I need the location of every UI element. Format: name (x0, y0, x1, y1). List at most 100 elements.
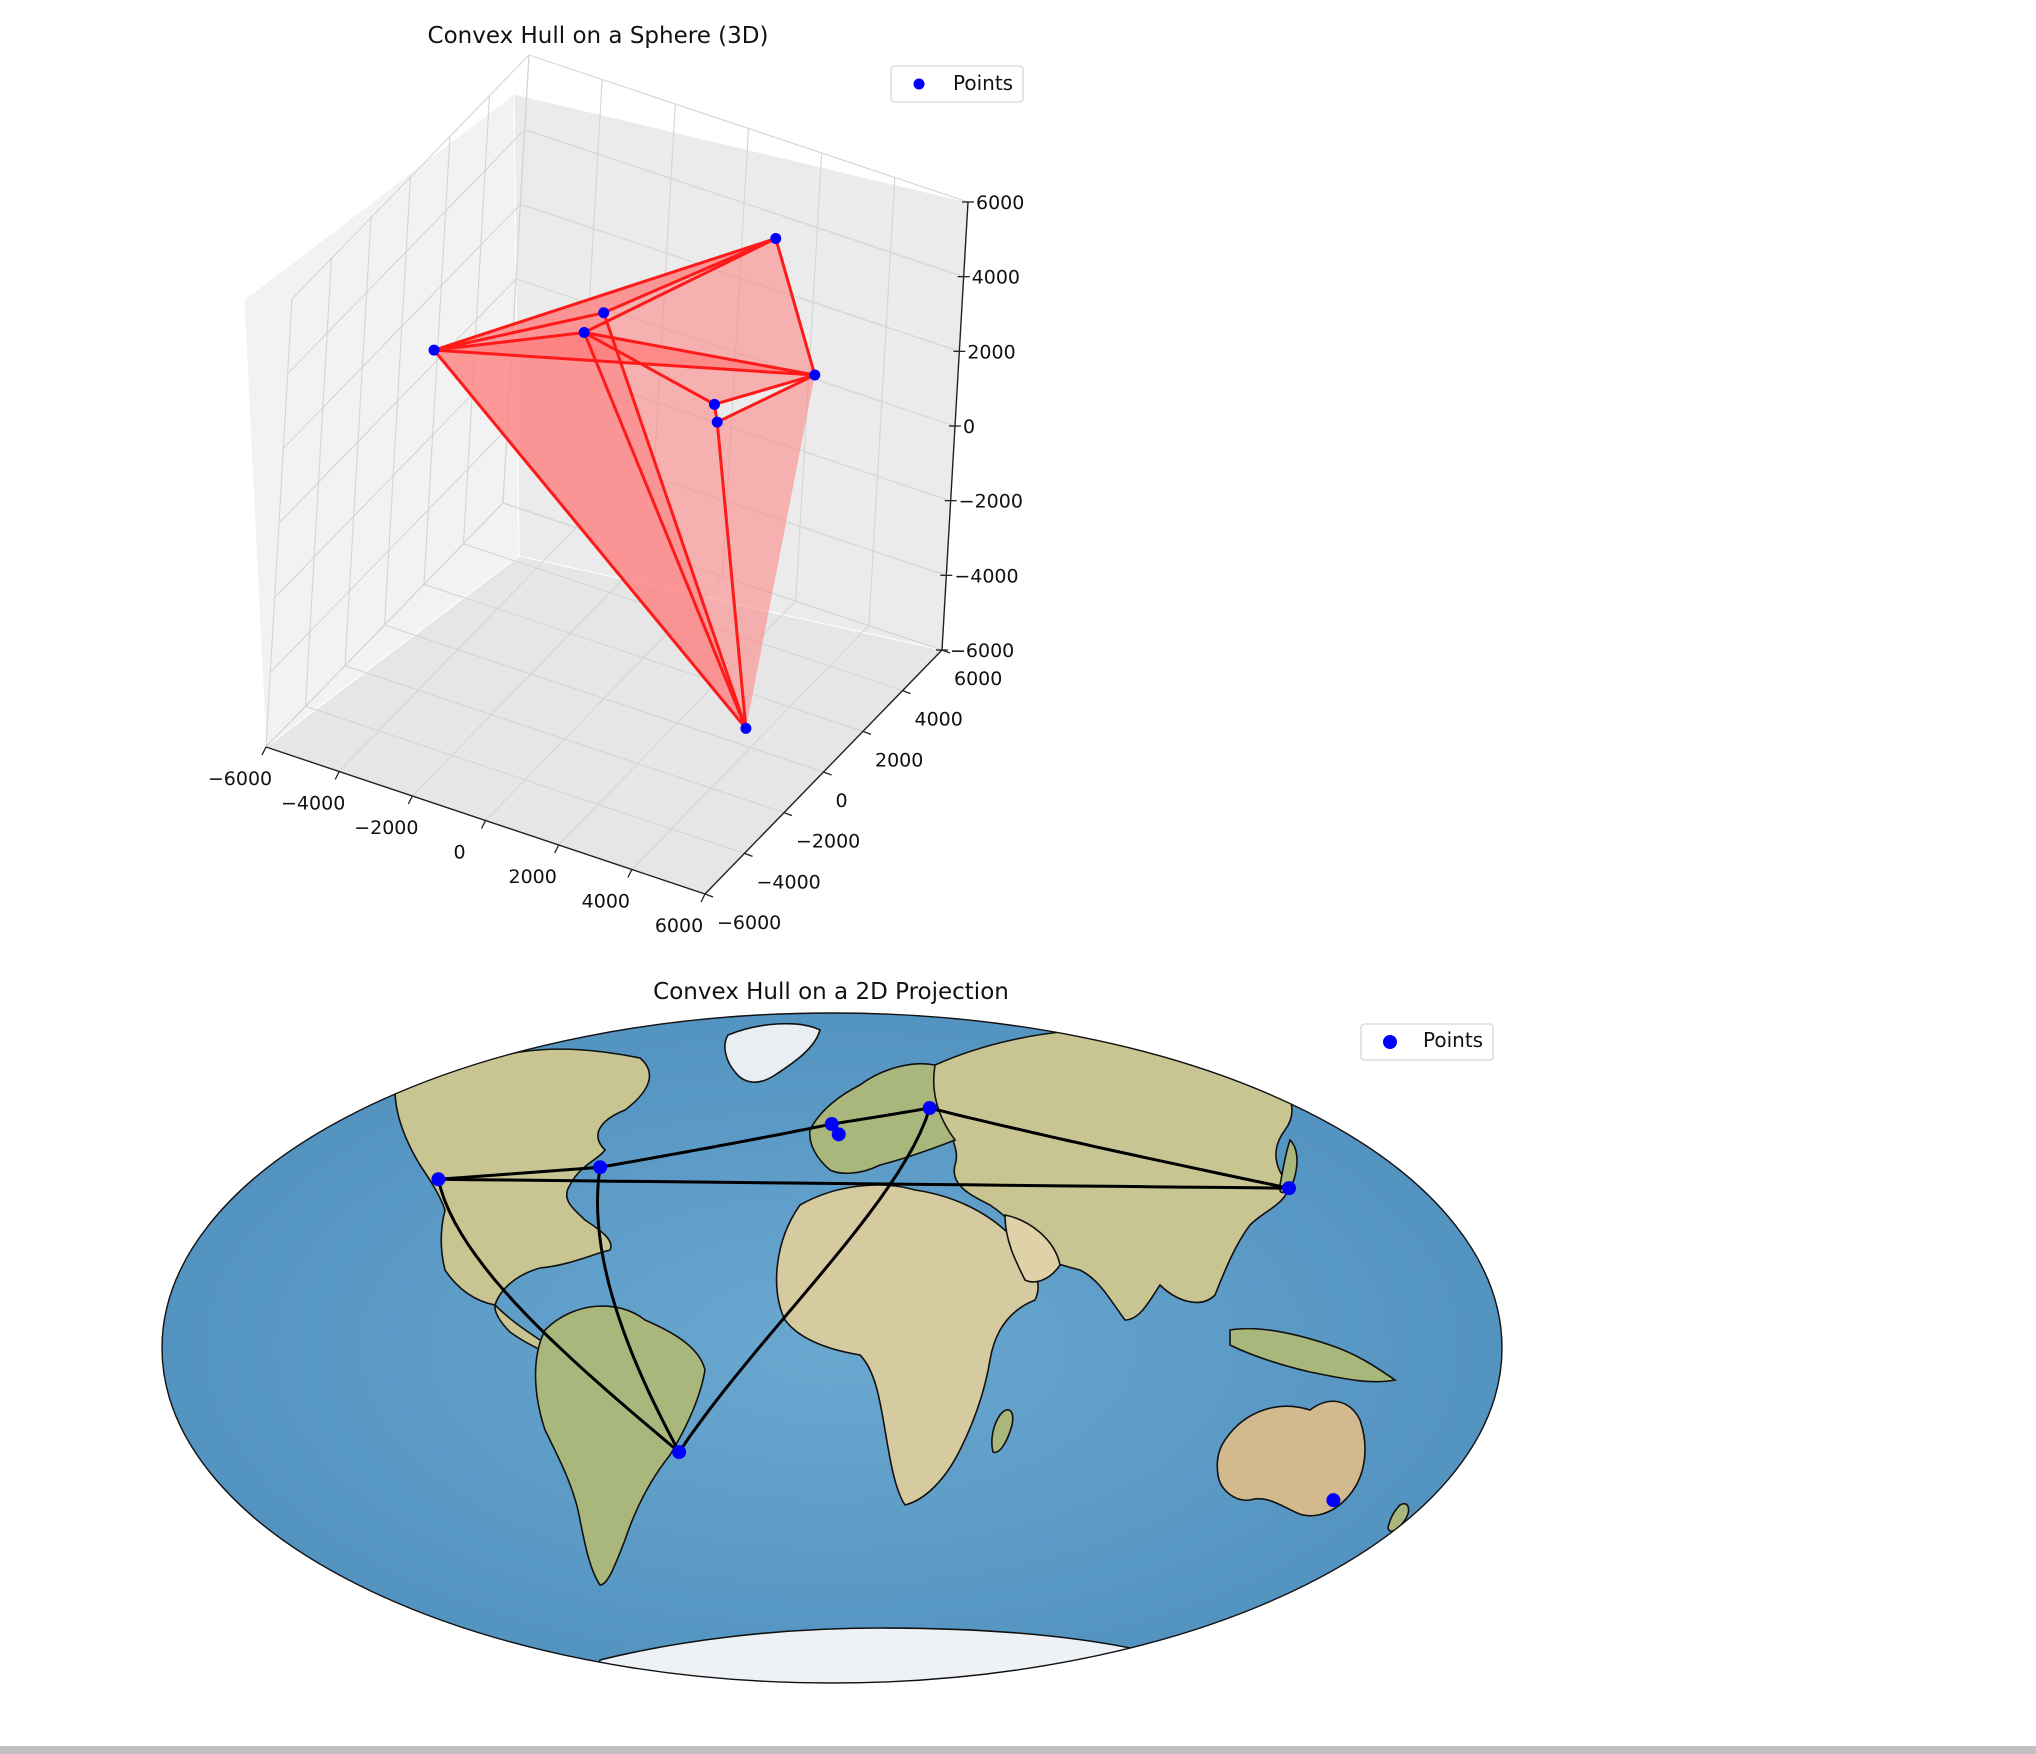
point-3d (740, 722, 752, 734)
hull-edge (432, 348, 817, 377)
madagascar (991, 1409, 1014, 1454)
point-2d (672, 1445, 687, 1460)
legend-marker-3d (913, 78, 925, 90)
hull-edge-2d (436, 1178, 681, 1454)
hull-edge (715, 420, 748, 730)
z-tick-label: −2000 (959, 491, 1023, 513)
x-tick-label: −4000 (281, 793, 345, 815)
point-3d (711, 416, 723, 428)
hull-edge (582, 331, 748, 730)
gridline (287, 129, 526, 375)
point-3d (598, 307, 610, 319)
gridline (291, 54, 530, 300)
point-2d (1326, 1493, 1341, 1508)
hull-face (717, 375, 815, 729)
x-tick (480, 820, 487, 829)
hull-edge (432, 348, 748, 730)
y-tick-label: 6000 (954, 668, 1002, 690)
hull-edge (774, 236, 817, 377)
point-2d (593, 1160, 608, 1175)
point-2d (431, 1172, 446, 1187)
x-tick-label: −2000 (354, 817, 418, 839)
points-2d (431, 1101, 1341, 1508)
gridline (528, 54, 969, 203)
legend-marker-2d (1383, 1035, 1397, 1049)
y-tick-label: −6000 (717, 912, 781, 934)
legend-box-2d (1360, 1023, 1494, 1061)
y-tick-label: 2000 (875, 749, 923, 771)
z-tick-label: 4000 (972, 267, 1020, 289)
y-tick-label: −4000 (757, 871, 821, 893)
hull-edge (712, 373, 817, 406)
hull-face (434, 312, 746, 729)
point-3d (770, 232, 782, 244)
point-2d (1282, 1181, 1297, 1196)
ticks-3d: −6000 −4000 −2000 0 2000 4000 6000 −6000 −4000 −2… (208, 192, 1025, 937)
hull-edge (432, 331, 586, 352)
z-tick-label: −4000 (954, 565, 1018, 587)
z-tick-label: 0 (963, 416, 975, 438)
hull-edge (432, 236, 778, 352)
x-tick-label: 0 (453, 842, 465, 864)
hull-edge (582, 236, 778, 335)
x-tick (700, 893, 706, 903)
y-tick (902, 690, 911, 695)
hull-edge-2d (599, 1122, 832, 1169)
hull-edge-2d (677, 1107, 932, 1453)
hull-edge-2d (438, 1177, 1290, 1190)
point-2d (922, 1101, 937, 1116)
point-3d (428, 344, 440, 356)
land-masses (394, 1022, 1410, 1683)
x-tick (334, 771, 340, 780)
y-tick (783, 812, 793, 817)
x-tick (261, 746, 267, 756)
x-tick-label: 6000 (655, 915, 703, 937)
bottom-scrollbar[interactable] (0, 1746, 2036, 1754)
hull-edge (602, 236, 778, 315)
legend-box-3d (890, 65, 1024, 103)
hull-edge-2d (595, 1166, 681, 1453)
north-america (394, 1048, 651, 1306)
hull-edge (602, 311, 748, 730)
chart-title-3d: Convex Hull on a Sphere (3D) (428, 23, 769, 49)
legend-label-3d: Points (953, 71, 1013, 95)
south-america (534, 1305, 706, 1586)
point-3d (578, 327, 590, 339)
japan (1278, 1138, 1298, 1194)
hull-edge-2d (929, 1106, 1290, 1190)
legend-3d: Points (890, 65, 1024, 103)
greenland (724, 1022, 821, 1083)
hull-edge-2d (438, 1165, 601, 1181)
y-tick (862, 730, 872, 735)
y-tick-label: 0 (836, 790, 848, 812)
x-tick (627, 869, 633, 878)
point-3d (708, 398, 720, 410)
hull-edge (432, 311, 606, 352)
hull-edge (715, 373, 817, 424)
point-2d (824, 1117, 839, 1132)
hull-edge (582, 331, 716, 406)
y-tick-label: −2000 (796, 831, 860, 853)
arabia (1004, 1214, 1061, 1283)
z-tick-label: 6000 (976, 192, 1024, 214)
hull-2d (436, 1106, 1290, 1454)
y-tick (823, 771, 832, 776)
gridline (524, 129, 964, 278)
y-tick-label: 4000 (915, 709, 963, 731)
axes-3d: Convex Hull on a Sphere (3D) −6000−4000−… (208, 23, 1025, 937)
x-tick (407, 795, 413, 805)
z-tick-label: 2000 (967, 341, 1015, 363)
x-tick-label: −6000 (208, 768, 272, 790)
legend-label-2d: Points (1423, 1028, 1483, 1052)
point-2d (831, 1127, 846, 1142)
points-3d (428, 232, 821, 734)
chart-title-2d: Convex Hull on a 2D Projection (653, 979, 1009, 1005)
x-tick (554, 844, 560, 854)
x-tick-label: 2000 (508, 866, 556, 888)
map-boundary (161, 1012, 1503, 1684)
africa (775, 1184, 1039, 1506)
point-3d (809, 369, 821, 381)
legend-2d: Points (1360, 1023, 1494, 1061)
hull-edge-2d (831, 1106, 930, 1126)
